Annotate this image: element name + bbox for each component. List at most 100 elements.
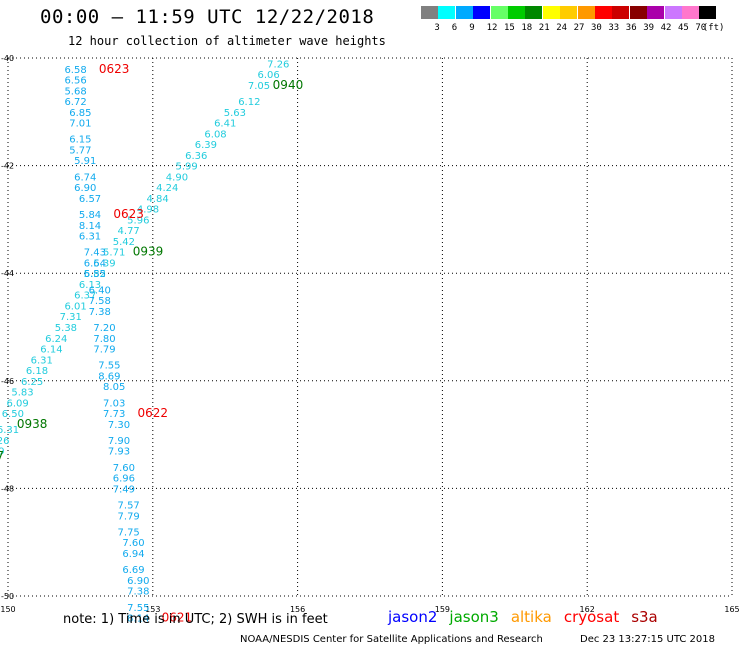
colorbar-swatch [508,6,525,19]
colorbar-swatch [664,6,682,19]
wave-height-value: 7.49 [113,484,135,495]
colorbar-label: 27 [573,23,585,33]
colorbar-label: 3 [434,23,440,33]
wave-height-value: 6.39 [195,140,217,151]
wave-height-value: 7.38 [89,307,111,318]
wave-height-value: 4.24 [156,183,178,194]
colorbar-label: 24 [556,23,568,33]
colorbar-swatch [438,6,456,19]
map-subtitle: 12 hour collection of altimeter wave hei… [68,34,386,48]
lat-lon-grid: 150 153 156 159 162 165 -40 -42 -44 -46 -48 -50 [0,54,739,614]
wave-height-value: 5.71 [103,248,125,259]
colorbar-swatch [629,6,647,19]
colorbar-swatch [525,6,543,19]
colorbar-label: 70 [695,23,707,33]
lon-tick-label: 150 [0,605,15,614]
satellite-tracks: 7.266.067.056.125.636.416.086.396.365.99… [0,59,303,624]
wave-height-value: 6.64 [84,258,106,269]
wave-height-value: 7.03 [103,398,125,409]
map-title: 00:00 – 11:59 UTC 12/22/2018 [40,6,375,28]
colorbar-swatch [560,6,578,19]
lon-tick-label: 159 [435,605,450,614]
wave-height-value: 7.60 [113,463,135,474]
wave-height-value: 7.01 [69,119,91,130]
wave-height-value: 5.68 [64,86,86,97]
wave-height-value: 6.14 [40,345,62,356]
wave-height-value: 6.56 [64,76,86,87]
wave-height-value: 7.55 [127,603,149,614]
wave-height-value: 6.01 [64,301,86,312]
wave-height-value: 7.43 [84,248,106,259]
colorbar-swatch [595,6,612,19]
colorbar-swatch [490,6,508,19]
wave-height-value: 6.94 [122,549,144,560]
wave-height-value: 5.83 [11,388,33,399]
lat-tick-label: -40 [1,54,14,63]
lat-tick-label: -48 [1,484,14,493]
wave-height-value: 6.06 [258,70,280,81]
wave-height-value: 7.58 [89,296,111,307]
wave-height-value: 6.74 [74,172,96,183]
colorbar-label: 30 [591,23,602,33]
lat-tick-label: -44 [1,269,14,278]
colorbar-swatch [682,6,699,19]
wave-height-value: 6.90 [127,576,149,587]
wave-height-value: 6.72 [64,97,86,108]
pass-time-label: 0622 [138,406,169,420]
wave-height-value: 6.69 [122,565,144,576]
wave-height-value: 6.50 [2,409,24,420]
lat-tick-label: -46 [1,377,14,386]
wave-height-value: 6.31 [79,232,101,243]
wave-height-value: 8.14 [79,221,101,232]
wave-height-value: 6.85 [69,108,91,119]
wave-height-value: 5.91 [74,156,96,167]
legend-jason2: jason2 [388,608,438,626]
wave-height-value: 6.41 [214,119,236,130]
colorbar-label: 15 [504,23,515,33]
wave-height-value: 5.82 [84,269,106,280]
lon-tick-label: 153 [145,605,160,614]
wave-height-value: 5.99 [175,162,197,173]
colorbar-swatch [542,6,560,19]
legend-altika: altika [510,608,552,626]
wave-height-value: 6.15 [69,135,91,146]
colorbar-label: 36 [625,23,637,33]
wave-height-value: 6.90 [74,183,96,194]
satellite-legend: jason2 jason3 altika cryosat s3a [388,608,670,626]
wave-height-value: 6.25 [21,377,43,388]
colorbar-swatch [612,6,630,19]
pass-time-label: 0623 [99,62,130,76]
colorbar-label: 42 [660,23,672,33]
wave-height-value: 6.18 [26,366,48,377]
colorbar-label: 21 [538,23,550,33]
legend-jason3: jason3 [449,608,499,626]
wave-height-value: 5.77 [69,145,91,156]
colorbar-label: 39 [643,23,655,33]
colorbar-label: 18 [521,23,533,33]
wave-height-value: 7.80 [93,334,115,345]
colorbar-label: 12 [486,23,498,33]
wave-height-value: 5.84 [79,210,101,221]
colorbar-swatch [455,6,473,19]
wave-height-value: 4.98 [137,205,159,216]
wave-height-value: 7.90 [108,436,130,447]
wave-height-value: 8.69 [98,371,120,382]
wave-height-value: 7.31 [60,312,82,323]
wave-height-value: 6.31 [31,355,53,366]
wave-height-value: 4.77 [118,226,140,237]
wave-height-value: 7.60 [122,538,144,549]
lat-tick-label: -42 [1,162,14,171]
wave-height-value: 7.73 [103,409,125,420]
wave-height-value: 7.20 [93,323,115,334]
wave-height-value: 6.24 [45,334,67,345]
wave-height-value: 7.55 [98,361,120,372]
wave-height-value: 7.93 [108,447,130,458]
lon-tick-label: 162 [580,605,595,614]
wave-height-value: 5.42 [113,237,135,248]
wave-height-value: 6.57 [79,194,101,205]
lon-tick-label: 156 [290,605,305,614]
wave-height-value: 5.38 [55,323,77,334]
wave-height-value: 6.12 [238,97,260,108]
generated-timestamp: Dec 23 13:27:15 UTC 2018 [580,634,715,645]
